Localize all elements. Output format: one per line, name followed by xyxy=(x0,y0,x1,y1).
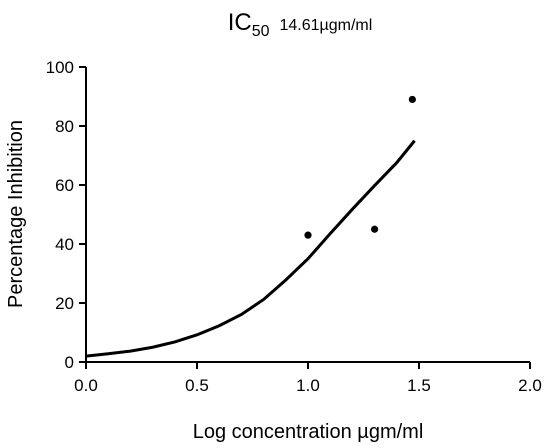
x-axis-label: Log concentration µgm/ml xyxy=(193,421,424,443)
x-tick-label: 0.0 xyxy=(74,376,98,395)
data-points xyxy=(304,95,416,239)
x-ticks: 0.0 0.5 1.0 1.5 2.0 xyxy=(74,362,542,395)
x-tick-label: 1.5 xyxy=(407,376,431,395)
title-subscript: 50 xyxy=(252,23,270,40)
chart-title: IC50 14.61µgm/ml xyxy=(228,9,373,40)
y-tick-label: 0 xyxy=(65,353,74,372)
y-tick-label: 40 xyxy=(55,235,74,254)
y-tick-label: 100 xyxy=(46,58,74,77)
y-tick-label: 20 xyxy=(55,294,74,313)
title-value: 14.61µgm/ml xyxy=(279,17,372,34)
fit-curve xyxy=(85,139,416,358)
y-tick-label: 60 xyxy=(55,176,74,195)
x-tick-label: 1.0 xyxy=(296,376,320,395)
x-tick-label: 2.0 xyxy=(518,376,542,395)
x-tick-label: 0.5 xyxy=(185,376,209,395)
y-axis-label: Percentage Inhibition xyxy=(5,120,27,308)
data-point xyxy=(408,95,416,104)
title-main: IC xyxy=(228,9,252,36)
y-ticks: 0 20 40 60 80 100 xyxy=(46,58,86,372)
data-point xyxy=(304,231,312,239)
data-point xyxy=(371,225,379,233)
y-tick-label: 80 xyxy=(55,117,74,136)
